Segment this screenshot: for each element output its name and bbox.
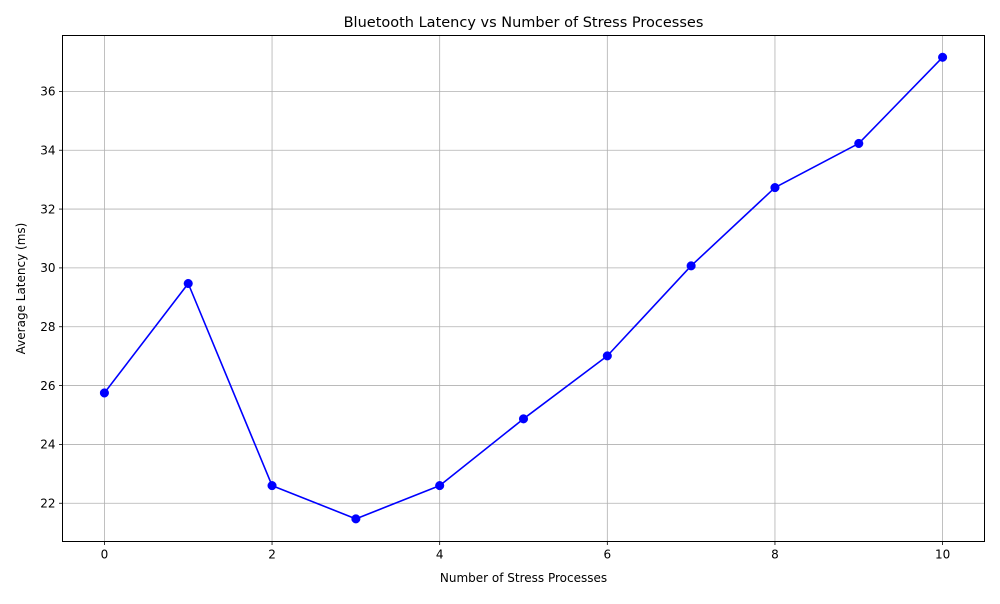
data-point — [938, 52, 948, 62]
y-tick-label: 28 — [40, 320, 55, 334]
data-point — [267, 481, 277, 491]
grid — [62, 35, 985, 542]
y-tick-label: 26 — [40, 379, 55, 393]
data-point — [854, 138, 864, 149]
y-tick-label: 32 — [40, 202, 55, 216]
data-point — [183, 278, 193, 289]
data-point — [518, 414, 529, 424]
y-tick-label: 22 — [40, 496, 55, 510]
x-tick-label: 0 — [101, 548, 109, 562]
x-tick-label: 4 — [436, 548, 444, 562]
data-point — [99, 388, 109, 398]
y-tick-label: 36 — [40, 85, 55, 99]
data-point — [435, 481, 445, 491]
x-tick-label: 10 — [935, 548, 950, 562]
x-tick-label: 6 — [603, 548, 611, 562]
y-tick-label: 34 — [40, 143, 55, 157]
x-tick-label: 8 — [771, 548, 779, 562]
x-axis-label: Number of Stress Processes — [440, 571, 607, 585]
data-point — [602, 351, 612, 361]
series — [99, 52, 948, 524]
x-tick-label: 2 — [268, 548, 276, 562]
data-point — [770, 183, 780, 193]
data-point — [351, 514, 361, 524]
y-tick-label: 24 — [40, 438, 55, 452]
plot-area-frame — [62, 35, 985, 542]
chart-title: Bluetooth Latency vs Number of Stress Pr… — [344, 15, 704, 31]
data-point — [686, 261, 696, 271]
y-axis-label: Average Latency (ms) — [14, 223, 28, 355]
y-tick-label: 30 — [40, 261, 55, 275]
